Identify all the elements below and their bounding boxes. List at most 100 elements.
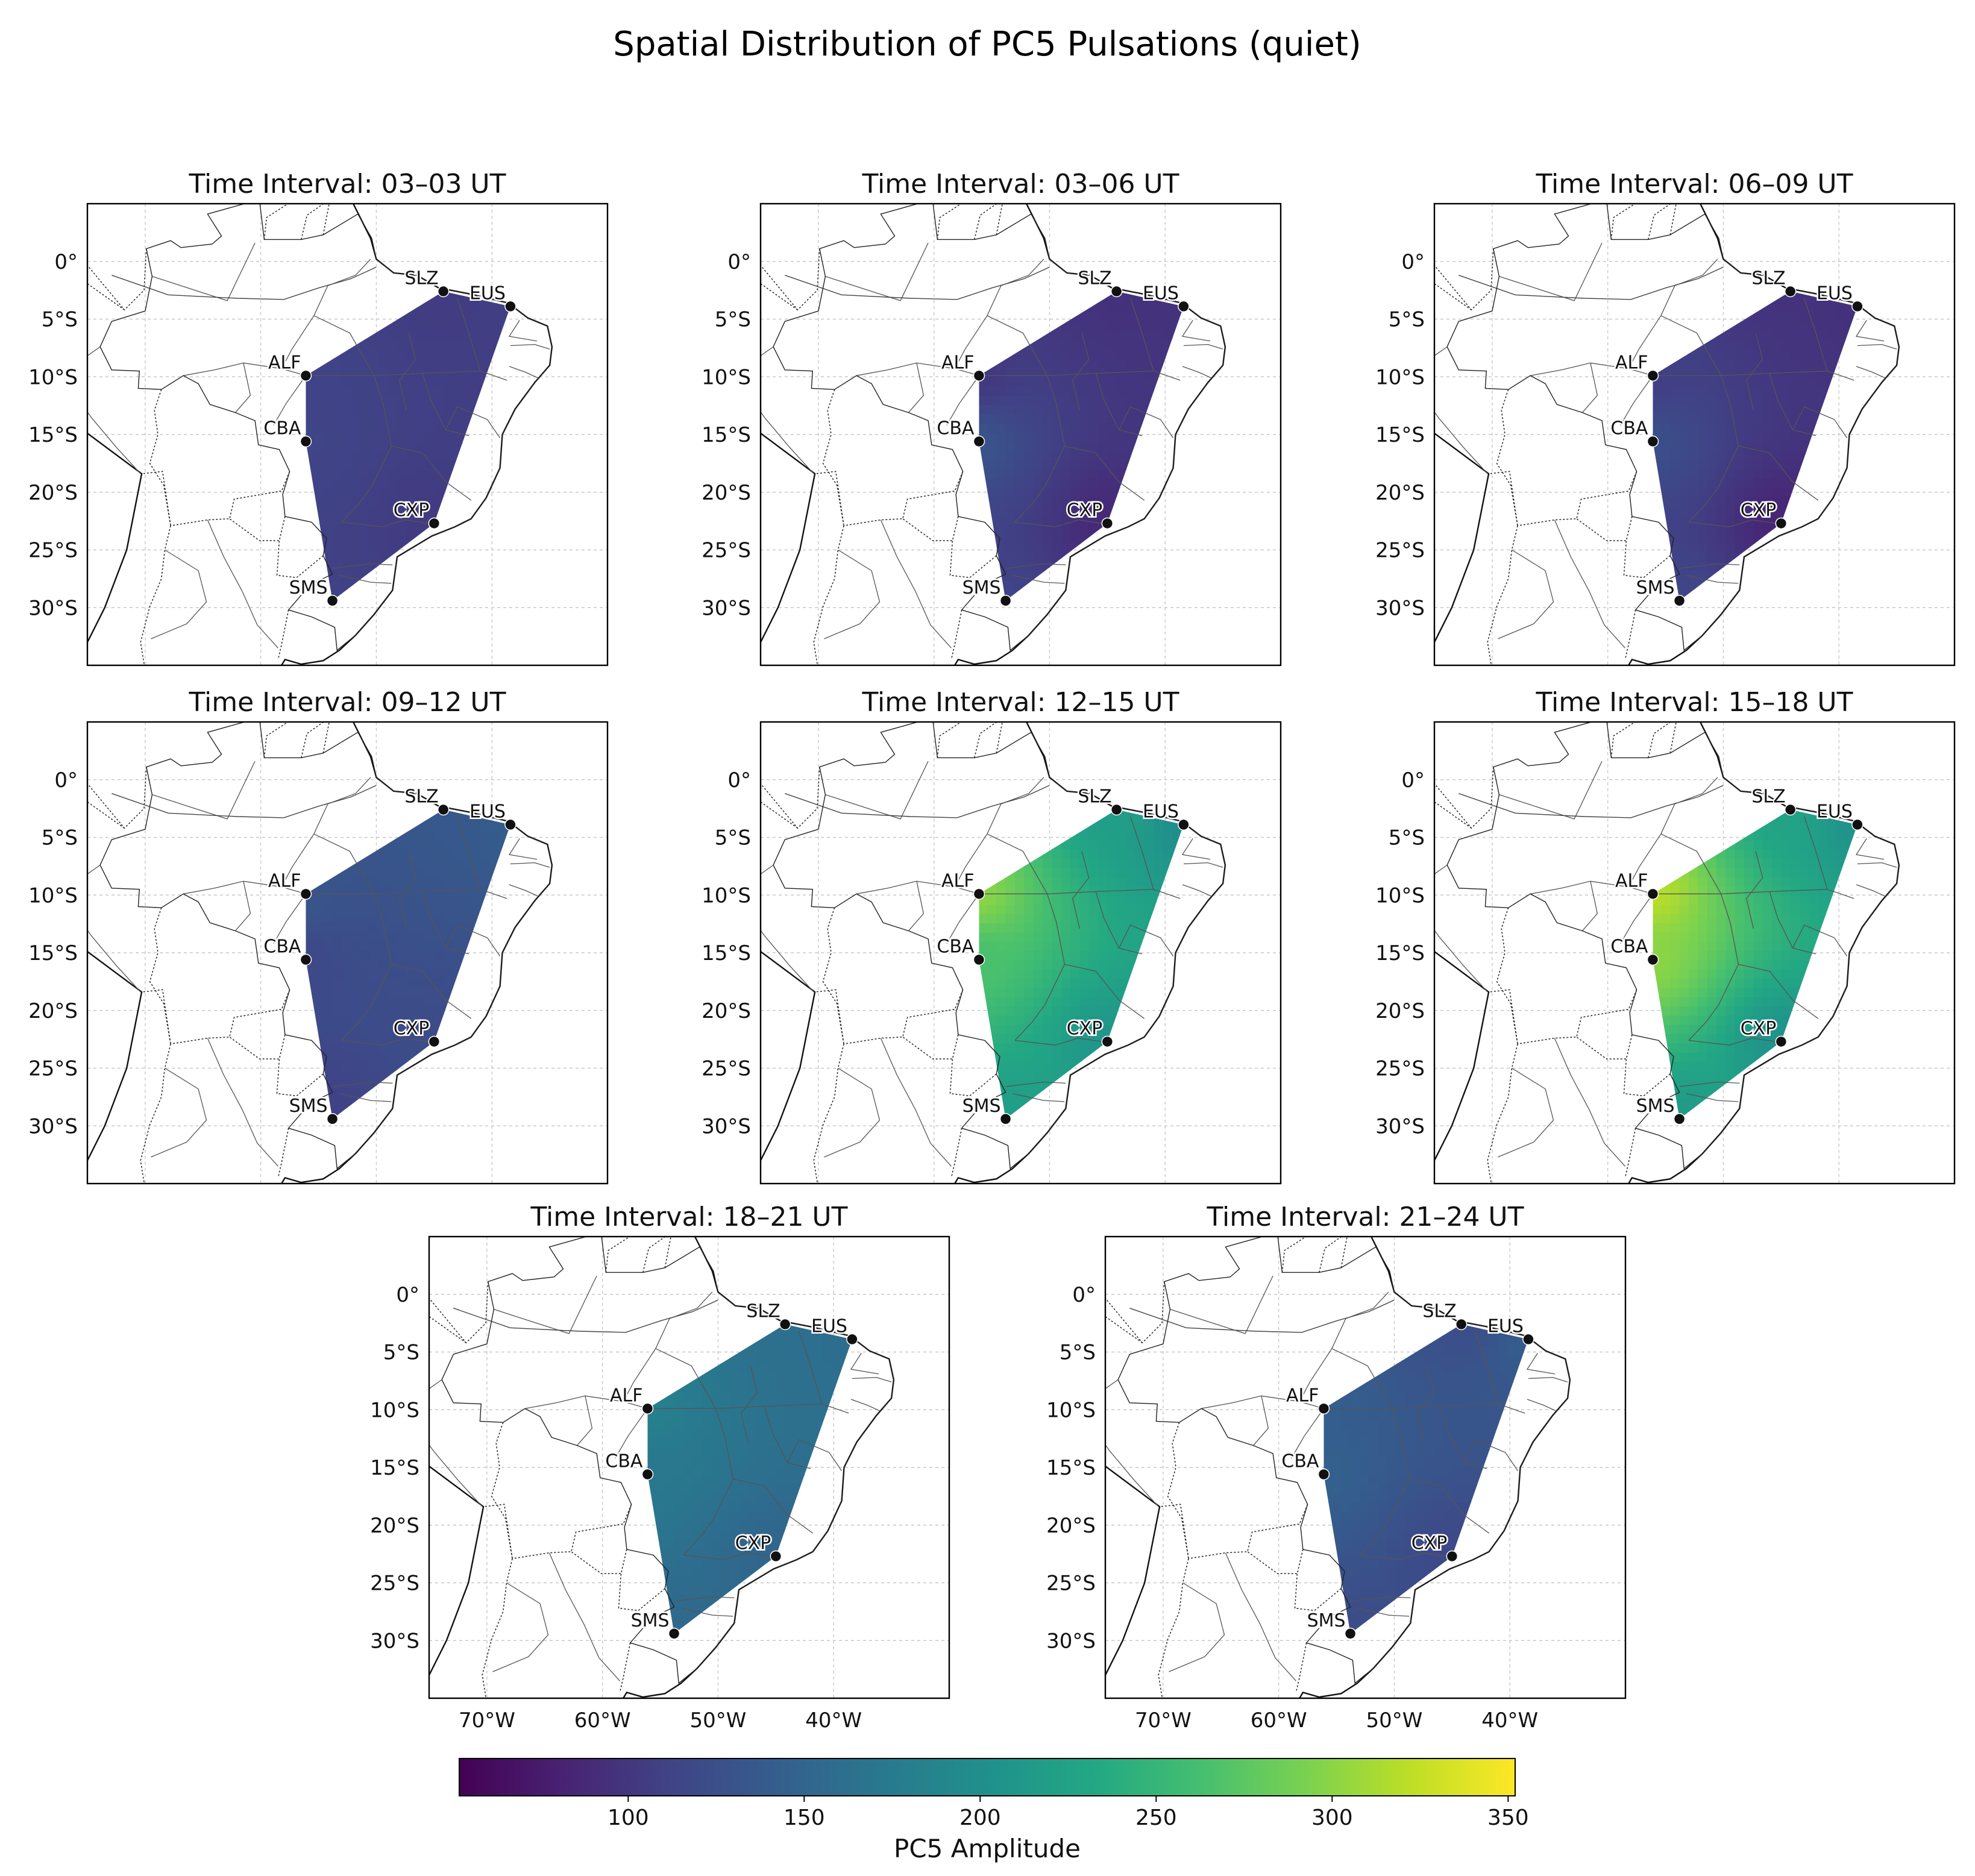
state-border — [422, 373, 469, 436]
country-border — [815, 471, 844, 526]
state-border — [235, 363, 251, 413]
state-border — [1181, 838, 1211, 860]
state-border — [987, 833, 1048, 894]
station-marker — [504, 818, 517, 831]
lat-tick-label: 0° — [1401, 250, 1425, 274]
station-label: SLZ — [1751, 268, 1785, 289]
state-border — [273, 368, 307, 426]
station-label: CBA — [263, 936, 301, 957]
country-border — [1281, 1237, 1305, 1273]
lat-tick-label: 30°S — [1046, 1629, 1096, 1653]
lat-tick-label: 30°S — [28, 1114, 78, 1138]
state-border — [1014, 375, 1066, 522]
panel-title: Time Interval: 03–03 UT — [188, 169, 506, 199]
station-label: CXP — [394, 500, 430, 521]
state-border — [1653, 371, 1828, 376]
state-border — [1409, 1478, 1490, 1534]
state-border — [1653, 889, 1828, 894]
country-border — [937, 723, 960, 758]
country-border — [1648, 722, 1672, 758]
lat-tick-label: 5°S — [42, 826, 78, 850]
lat-tick-label: 5°S — [715, 826, 751, 850]
state-border — [1181, 320, 1211, 342]
state-border — [1201, 1291, 1389, 1409]
state-border — [1014, 894, 1066, 1041]
panel-frame — [428, 1235, 950, 1699]
lat-tick-label: 0° — [727, 768, 751, 792]
state-border — [1434, 929, 1488, 993]
state-border — [741, 1366, 758, 1443]
state-border — [1357, 1607, 1410, 1617]
state-border — [1530, 777, 1718, 894]
country-border — [1295, 1642, 1307, 1693]
colorbar-tick-label: 100 — [608, 1805, 649, 1830]
country-border — [263, 204, 287, 240]
station-marker — [641, 1402, 654, 1415]
river — [111, 266, 377, 300]
lon-tick-label: 60°W — [1251, 1708, 1307, 1733]
station-label: ALF — [268, 870, 301, 891]
river — [111, 785, 377, 818]
country-border — [1669, 722, 1677, 753]
state-border — [508, 838, 538, 860]
state-border — [1012, 574, 1065, 584]
station-label: ALF — [1286, 1385, 1319, 1406]
map-panels: SLZ EUS ALF CBA CXP SMS Time Interval: 03–03 U… — [28, 169, 1956, 1733]
country-border — [1496, 908, 1518, 1044]
station-label: SMS — [962, 577, 1001, 598]
station-marker — [1647, 953, 1659, 966]
country-border — [1489, 471, 1518, 526]
state-border — [1331, 1348, 1393, 1409]
state-border — [1064, 445, 1145, 501]
state-border — [1554, 519, 1625, 648]
station-marker — [300, 888, 312, 900]
map-panel: SLZ EUS ALF CBA CXP SMS Time Interval: 21–24 U… — [1046, 1202, 1627, 1733]
country-border — [813, 1044, 844, 1184]
state-border — [1688, 894, 1739, 1041]
state-border — [787, 1439, 843, 1472]
state-border — [946, 886, 980, 944]
station-label: CXP — [1067, 500, 1103, 521]
country-border — [263, 723, 287, 758]
station-marker — [1110, 285, 1123, 298]
country-border — [1489, 989, 1518, 1044]
lat-tick-label: 30°S — [1375, 1114, 1425, 1138]
station-label: SLZ — [1078, 268, 1111, 289]
station-label: CXP — [735, 1532, 771, 1554]
station-label: SLZ — [404, 268, 438, 289]
state-border — [1291, 1401, 1325, 1459]
state-border — [207, 519, 278, 648]
lat-tick-label: 20°S — [702, 481, 751, 505]
lat-tick-label: 0° — [1401, 768, 1425, 792]
state-border — [510, 862, 550, 868]
state-border — [457, 816, 507, 899]
state-border — [494, 1275, 597, 1334]
brazil-outline — [1446, 204, 1900, 651]
station-marker — [641, 1468, 654, 1481]
panel-title: Time Interval: 06–09 UT — [1535, 169, 1853, 199]
state-border — [1746, 851, 1763, 929]
state-border — [151, 549, 207, 639]
station-marker — [779, 1318, 791, 1331]
station-marker — [428, 517, 441, 530]
station-marker — [973, 888, 985, 900]
station-marker — [846, 1333, 858, 1346]
station-label: EUS — [469, 801, 506, 822]
state-border — [1475, 1331, 1525, 1414]
state-border — [655, 1348, 717, 1409]
river — [453, 1299, 718, 1333]
country-border — [149, 908, 171, 1044]
state-border — [824, 1067, 881, 1158]
station-label: CBA — [263, 418, 301, 439]
panel-title: Time Interval: 21–24 UT — [1206, 1202, 1524, 1232]
station-marker — [1673, 595, 1686, 607]
country-border — [902, 1034, 959, 1059]
river — [1458, 785, 1724, 818]
country-border — [1294, 1573, 1342, 1611]
state-border — [1183, 344, 1223, 350]
state-border — [1440, 1406, 1487, 1469]
station-label: SLZ — [1751, 786, 1785, 808]
country-border — [815, 989, 844, 1044]
country-border — [140, 525, 171, 665]
lat-tick-label: 15°S — [28, 423, 78, 447]
